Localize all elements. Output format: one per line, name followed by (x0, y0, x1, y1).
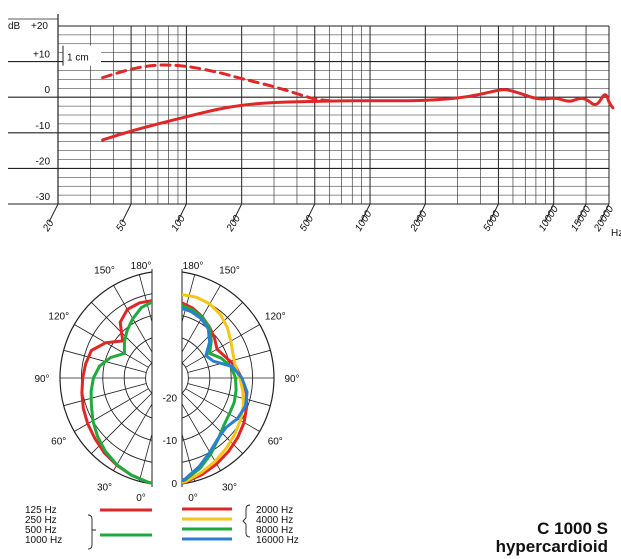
polar-spoke (177, 396, 221, 471)
y-tick-label: 0 (44, 85, 50, 96)
frequency-curves (101, 63, 615, 142)
polar-left-half (80, 299, 152, 485)
x-tick-label: 100 (170, 213, 188, 233)
polar-series-line (182, 293, 245, 484)
polar-spoke (177, 285, 221, 360)
x-tick-mark (48, 203, 59, 223)
x-tick-mark (121, 203, 132, 223)
y-tick-label: -20 (36, 156, 51, 167)
legend-label: 16000 Hz (256, 535, 299, 546)
polar-spoke (187, 383, 271, 407)
x-tick-label: 10000 (537, 204, 561, 234)
polar-right-half (182, 293, 249, 485)
polar-angle-label: 30° (222, 482, 237, 493)
x-tick-mark (599, 203, 610, 223)
polar-angle-label: 120° (265, 312, 286, 323)
series-line-response (101, 88, 615, 142)
polar-radial-label: -10 (163, 436, 178, 447)
annotation-1cm: 1 cm (67, 53, 89, 64)
polar-spoke (185, 324, 260, 368)
x-axis-label: Hz (611, 228, 621, 239)
polar-spoke (113, 285, 157, 360)
legend-label: 500 Hz (25, 525, 57, 536)
polar-angle-label: 90° (34, 374, 49, 385)
x-tick-mark (305, 203, 316, 223)
polar-series-line (89, 300, 152, 485)
x-tick-mark (544, 203, 555, 223)
y-tick-label: +10 (33, 50, 50, 61)
y-axis-label: dB (8, 21, 21, 32)
polar-diagram: 180° 180° 150° 150° 120° 120° 90° 90° 60° 60° 30° 3… (34, 261, 299, 504)
polar-angle-label: 0° (136, 493, 146, 504)
x-tick-label: 5000 (482, 209, 503, 234)
x-tick-mark (488, 203, 499, 223)
annotation-bg (63, 45, 101, 66)
x-tick-label: 50 (114, 218, 129, 234)
x-tick-mark (576, 203, 587, 223)
polar-angle-label: 150° (219, 266, 240, 277)
x-tick-label: 1000 (353, 209, 374, 234)
x-tick-mark (415, 203, 426, 223)
x-tick-label: 200 (224, 213, 243, 234)
polar-radial-label: 0 (171, 479, 177, 490)
legend-label: 8000 Hz (256, 525, 293, 536)
polar-series-line (182, 306, 249, 482)
x-tick-label: 500 (298, 213, 316, 233)
polar-angle-label: 180° (183, 261, 204, 272)
x-tick-label: 15000 (569, 204, 593, 234)
y-tick-label: -10 (36, 121, 51, 132)
polar-spoke (113, 396, 157, 471)
polar-gap (152, 265, 182, 491)
polar-angle-label: 180° (131, 261, 152, 272)
x-tick-label: 20 (41, 218, 57, 234)
legend-label: 1000 Hz (25, 535, 62, 546)
polar-angle-label: 60° (51, 437, 66, 448)
polar-spoke (74, 324, 149, 368)
polar-angle-label: 120° (48, 312, 69, 323)
polar-spoke (185, 388, 260, 432)
model-name: C 1000 S (537, 519, 608, 538)
polar-angle-label: 0° (188, 493, 198, 504)
polar-spoke (63, 383, 147, 407)
y-tick-label: -30 (36, 192, 51, 203)
polar-spoke (74, 388, 149, 432)
x-tick-mark (360, 203, 371, 223)
x-tick-mark (176, 203, 187, 223)
polar-angle-label: 150° (94, 266, 115, 277)
polar-radial-label: -20 (163, 393, 178, 404)
polar-series-line (182, 303, 238, 483)
frequency-grid (8, 14, 610, 223)
polar-angle-label: 30° (97, 482, 112, 493)
polar-angle-label: 90° (284, 374, 299, 385)
legend-label: 250 Hz (25, 515, 57, 526)
y-tick-label: +20 (31, 21, 48, 32)
legend-label: 2000 Hz (256, 505, 293, 516)
x-tick-mark (232, 203, 243, 223)
legend-brace (242, 504, 251, 538)
pattern-name: hypercardioid (496, 537, 608, 556)
legend-brace (87, 514, 96, 550)
series-line-near-field (101, 63, 331, 103)
legend-label: 4000 Hz (256, 515, 293, 526)
legend-label: 125 Hz (25, 505, 57, 516)
x-tick-label: 2000 (408, 209, 430, 235)
polar-angle-label: 60° (268, 437, 283, 448)
